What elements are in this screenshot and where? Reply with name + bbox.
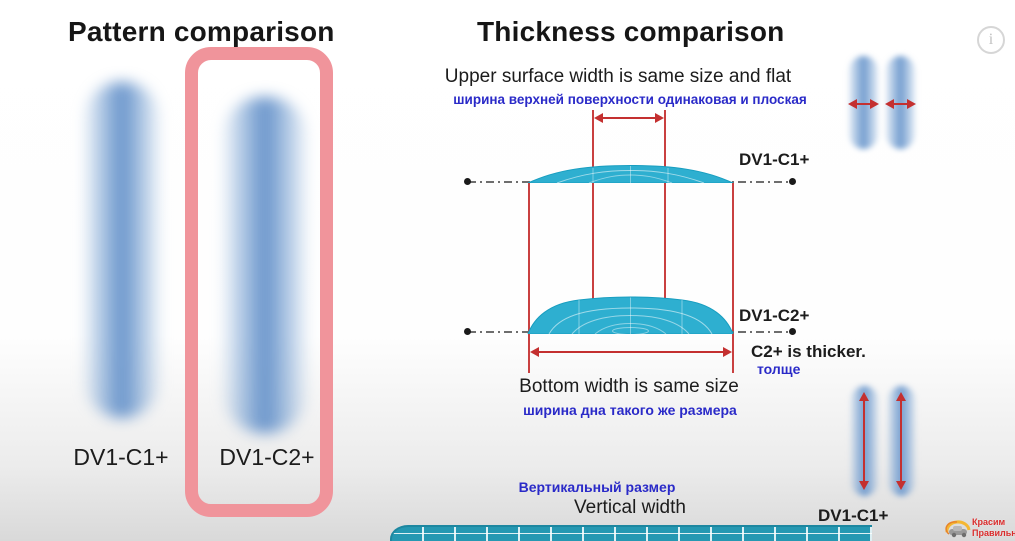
vertical-size-note-ru: Вертикальный размер [518,479,676,495]
pattern-label-c2: DV1-C2+ [219,444,315,470]
vertical-size-note-en: Vertical width [574,497,686,518]
side-strip-label: DV1-C1+ [818,506,889,525]
c1-baseline-dot-right [789,178,796,185]
watermark-line2: Правильно! [972,528,1015,538]
upper-width-note-ru: ширина верхней поверхности одинаковая и … [453,92,807,107]
mini-width-arrow-left [848,98,879,110]
c2-baseline-dot-left [464,328,471,335]
thicker-note-ru: толще [757,361,801,377]
mini-height-arrow-left [858,392,870,490]
c1-baseline-dot-left [464,178,471,185]
c2-baseline-dot-right [789,328,796,335]
upper-width-note-en: Upper surface width is same size and fla… [444,66,792,87]
watermark-car-icon [945,520,971,538]
watermark-logo: Красим Правильно! [943,516,1015,541]
bottom-width-note-en: Bottom width is same size [519,376,739,397]
bottom-width-note-ru: ширина дна такого же размера [523,402,737,418]
pattern-label-c1: DV1-C1+ [73,444,169,470]
floor-profile-bar [390,525,872,541]
c2-profile-cross-section [527,296,734,334]
upper-width-extension-line-left [592,110,594,300]
bottom-width-extension-line-right [732,182,734,373]
upper-width-arrow [594,112,664,124]
bottom-width-extension-line-left [528,182,530,373]
mini-height-arrow-right [895,392,907,490]
c1-profile-cross-section [527,164,734,183]
mini-width-arrow-right [885,98,916,110]
upper-width-extension-line-right [664,110,666,300]
highlight-frame-c2 [185,47,333,517]
info-icon[interactable]: i [977,26,1005,54]
thickness-comparison-title: Thickness comparison [477,16,785,47]
bottom-width-arrow [530,346,732,358]
pattern-comparison-title: Pattern comparison [68,16,335,47]
info-icon-glyph: i [988,31,994,48]
c1-profile-label: DV1-C1+ [739,150,810,169]
thicker-note-en: C2+ is thicker. [751,342,866,361]
watermark-line1: Красим [972,517,1006,527]
spray-pattern-c1 [84,82,160,418]
spray-pattern-c2 [223,97,307,433]
c2-profile-label: DV1-C2+ [739,306,810,325]
